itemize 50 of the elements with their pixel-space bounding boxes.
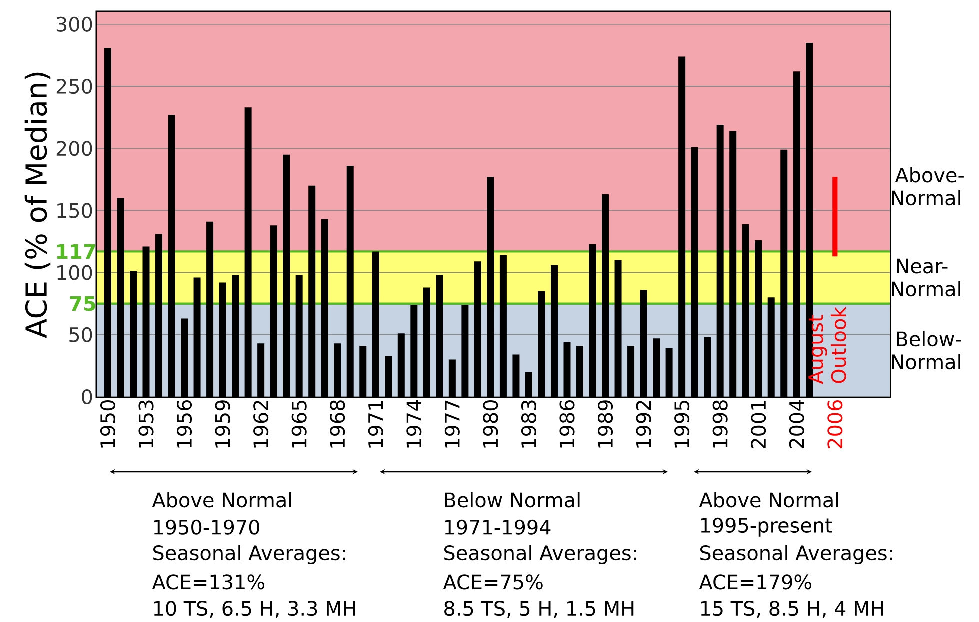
x-tick-label: 2001 <box>751 401 766 448</box>
x-tick-label: 1965 <box>292 400 307 448</box>
x-tick-label: 1974 <box>406 400 422 448</box>
text: 15 TS, 8.5 H, 4 MH <box>701 601 884 618</box>
x-tick-label: 1962 <box>254 401 269 448</box>
x-tick-label: 1971 <box>368 401 384 448</box>
y-axis-title: ACE (% of Median) <box>24 72 51 338</box>
band-label: Above-Normal <box>892 167 964 206</box>
y-tick-label: 50 <box>70 327 92 342</box>
x-tick-label: 1968 <box>330 400 346 448</box>
x-tick-label: 1980 <box>483 400 498 448</box>
x-tick-label: 1956 <box>176 400 192 448</box>
text: 10 TS, 6.5 H, 3.3 MH <box>154 601 356 618</box>
ref-line-label: 117 <box>57 244 96 259</box>
text: Seasonal Averages: <box>700 545 892 564</box>
x-tick-label: 1983 <box>521 400 537 448</box>
text: 1995-present <box>701 518 832 537</box>
text: ACE=75% <box>443 574 543 590</box>
x-tick-label: 1989 <box>598 400 614 448</box>
x-tick-label: 1950 <box>100 400 116 448</box>
x-tick-label: 2004 <box>789 400 804 448</box>
y-tick-label: 150 <box>58 203 92 218</box>
text: 8.5 TS, 5 H, 1.5 MH <box>444 601 634 618</box>
x-tick-label: 1959 <box>215 400 230 448</box>
x-tick-label: 1953 <box>138 400 154 448</box>
text: Above Normal <box>699 492 838 508</box>
y-tick-label: 250 <box>56 78 92 94</box>
text: Above Normal <box>152 492 292 508</box>
y-tick-label: 300 <box>56 16 92 32</box>
y-tick-label: 0 <box>82 389 92 405</box>
y-tick-label: 200 <box>56 141 92 156</box>
text: Seasonal Averages: <box>154 545 346 564</box>
text: Below Normal <box>445 492 580 508</box>
x-tick-label: 1995 <box>674 400 690 448</box>
x-tick-label: 1998 <box>712 400 728 448</box>
x-tick-label: 1986 <box>560 400 575 448</box>
x-tick-label: 1992 <box>636 401 652 448</box>
ref-line-label: 75 <box>70 296 96 312</box>
text: ACE=179% <box>699 574 812 590</box>
text: Seasonal Averages: <box>444 545 636 564</box>
band-label: Below-Normal <box>892 331 962 370</box>
band-label: Near-Normal <box>892 258 960 297</box>
text: 1950-1970 <box>154 520 260 535</box>
text: ACE=131% <box>152 574 265 590</box>
annotation: August Outlook <box>808 306 846 384</box>
bar <box>832 177 838 257</box>
text: 1971-1994 <box>445 520 551 535</box>
x-tick-label: 2006 <box>828 400 843 448</box>
y-tick-label: 100 <box>58 265 92 280</box>
x-tick-label: 1977 <box>444 400 460 448</box>
